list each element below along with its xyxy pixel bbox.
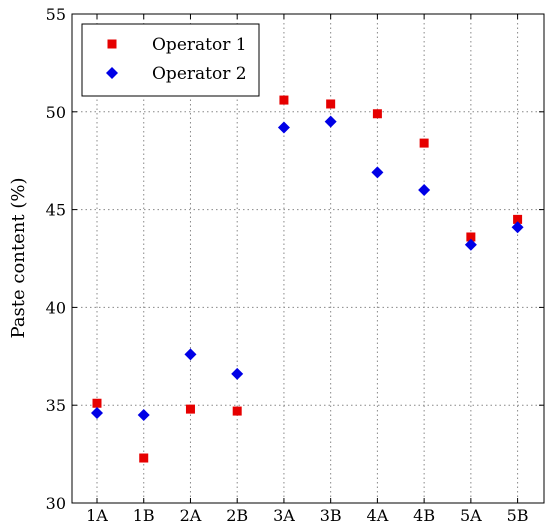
x-tick-label: 1A bbox=[86, 506, 108, 525]
data-point bbox=[418, 184, 431, 197]
legend-label: Operator 1 bbox=[152, 35, 247, 55]
y-tick-label: 50 bbox=[46, 103, 66, 122]
legend-label: Operator 2 bbox=[152, 64, 247, 84]
series-1 bbox=[92, 95, 523, 463]
data-point bbox=[466, 232, 476, 242]
tick-labels: 1A 1B 2A 2B 3A 3B 4A 4B 5A 5B 30 35 40 45 50 55 bbox=[46, 5, 529, 525]
x-tick-label: 4A bbox=[367, 506, 389, 525]
data-point bbox=[464, 238, 477, 251]
x-tick-label: 2B bbox=[226, 506, 248, 525]
y-tick-label: 30 bbox=[46, 494, 66, 513]
x-tick-label: 3A bbox=[273, 506, 295, 525]
data-point bbox=[279, 95, 289, 105]
x-tick-label: 2A bbox=[180, 506, 202, 525]
series-2 bbox=[91, 115, 524, 421]
legend-marker bbox=[107, 39, 117, 49]
y-tick-label: 45 bbox=[46, 201, 66, 220]
data-point bbox=[371, 166, 384, 179]
data-point bbox=[324, 115, 337, 128]
legend-marker bbox=[106, 67, 118, 79]
x-tick-label: 5A bbox=[460, 506, 482, 525]
legend: Operator 1 Operator 2 bbox=[81, 23, 260, 97]
x-tick-label: 4B bbox=[413, 506, 435, 525]
y-axis-label: Paste content (%) bbox=[8, 178, 29, 339]
x-tick-label: 3B bbox=[320, 506, 342, 525]
data-point bbox=[231, 367, 244, 380]
data-point bbox=[277, 121, 290, 134]
data-point bbox=[326, 99, 336, 109]
data-point bbox=[511, 221, 524, 234]
data-marks bbox=[91, 95, 524, 463]
x-tick-label: 1B bbox=[133, 506, 155, 525]
data-point bbox=[372, 109, 382, 119]
data-point bbox=[137, 408, 150, 421]
y-tick-label: 40 bbox=[46, 298, 66, 317]
data-point bbox=[419, 138, 429, 148]
data-point bbox=[232, 406, 242, 416]
data-point bbox=[139, 453, 149, 463]
x-tick-label: 5B bbox=[507, 506, 529, 525]
data-point bbox=[91, 407, 103, 420]
y-tick-label: 35 bbox=[46, 396, 66, 415]
plot-frame bbox=[71, 13, 545, 504]
data-point bbox=[92, 398, 102, 408]
data-point bbox=[513, 214, 523, 224]
axis-ticks bbox=[72, 13, 544, 504]
y-tick-label: 55 bbox=[46, 5, 66, 24]
data-point bbox=[185, 404, 195, 414]
data-point bbox=[184, 348, 197, 361]
legend-box bbox=[81, 23, 260, 97]
